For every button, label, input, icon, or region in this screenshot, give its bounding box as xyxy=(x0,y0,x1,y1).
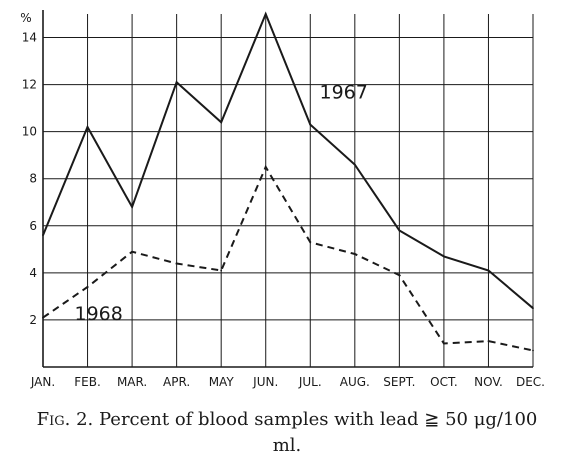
data-point-1968 xyxy=(220,269,223,272)
data-point-1968 xyxy=(131,250,133,253)
figure-caption: Fig. 2. Percent of blood samples with le… xyxy=(22,407,552,458)
y-tick-label: 8 xyxy=(29,172,37,186)
y-tick-label: 14 xyxy=(22,31,37,45)
series-label-1967: 1967 xyxy=(320,82,368,104)
x-tick-label: DEC. xyxy=(516,375,545,389)
line-chart: 2 4 6 8 10 12 14 JAN. FEB. MAR. APR. MAY JUN. JUL. AU… xyxy=(20,10,545,389)
x-tick-label: NOV. xyxy=(474,375,503,389)
y-tick-label: 4 xyxy=(29,266,37,280)
data-point-1968 xyxy=(443,342,445,345)
x-tick-label: MAY xyxy=(209,375,235,389)
data-point-1968 xyxy=(309,241,312,244)
figure-caption-text: Percent of blood samples with lead ≧ 50 … xyxy=(99,409,538,456)
data-point-1967 xyxy=(398,229,401,232)
y-tick-label: 6 xyxy=(29,219,37,233)
y-tick-label: 2 xyxy=(29,313,37,327)
y-tick-label: 12 xyxy=(22,78,37,92)
data-point-1967 xyxy=(487,269,490,272)
chart-grid xyxy=(42,14,534,367)
data-point-1967 xyxy=(353,163,356,166)
data-point-1968 xyxy=(353,253,356,255)
x-tick-label: JUN. xyxy=(252,375,278,389)
data-point-1967 xyxy=(220,121,223,124)
series-line-1967 xyxy=(42,11,534,309)
data-point-1968 xyxy=(398,274,401,277)
data-point-1968 xyxy=(86,286,89,288)
series-labels: 1967 1968 xyxy=(75,82,368,325)
data-point-1967 xyxy=(309,123,312,126)
series-label-1968: 1968 xyxy=(75,303,123,325)
y-tick-label: 10 xyxy=(22,125,37,139)
figure-number: Fig. 2. xyxy=(36,409,94,430)
y-tick-labels: 2 4 6 8 10 12 14 xyxy=(22,31,37,327)
data-point-1968 xyxy=(532,349,534,352)
series-line-1968 xyxy=(42,164,534,352)
data-point-1967 xyxy=(175,81,178,84)
data-point-1967 xyxy=(131,206,133,208)
data-point-1967 xyxy=(532,307,534,310)
data-point-1967 xyxy=(42,234,44,237)
data-point-1968 xyxy=(264,166,267,168)
x-tick-label: SEPT. xyxy=(383,375,415,389)
data-point-1967 xyxy=(86,126,89,128)
x-tick-label: MAR. xyxy=(117,375,147,389)
series-lines xyxy=(42,11,534,352)
x-tick-label: APR. xyxy=(163,375,190,389)
data-point-1967 xyxy=(443,255,445,258)
x-tick-label: AUG. xyxy=(340,375,370,389)
data-point-1968 xyxy=(487,340,490,343)
x-tick-label: JUL. xyxy=(298,375,322,389)
y-axis-label: % xyxy=(20,11,31,25)
x-tick-labels: JAN. FEB. MAR. APR. MAY JUN. JUL. AUG. SEPT. OCT.… xyxy=(30,375,545,389)
x-tick-label: OCT. xyxy=(430,375,458,389)
x-tick-label: FEB. xyxy=(74,375,101,389)
data-point-1968 xyxy=(175,262,178,265)
chart-axes xyxy=(42,10,533,368)
data-point-1967 xyxy=(264,13,267,15)
data-point-1968 xyxy=(42,316,44,319)
x-tick-label: JAN. xyxy=(30,375,55,389)
